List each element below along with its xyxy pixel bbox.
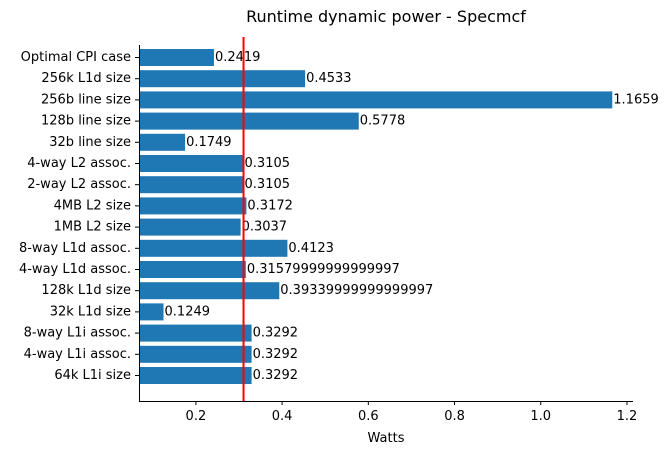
data-label: 0.3292 (253, 368, 298, 383)
data-label: 0.4533 (306, 71, 352, 86)
data-label: 0.3105 (245, 156, 290, 171)
bar (139, 133, 186, 151)
bar (139, 239, 288, 257)
bar (139, 367, 252, 384)
data-labels-group: 0.2419 0.4533 1.1659 0.5778 0.1749 0.3105 0.31… (165, 50, 659, 383)
bar (139, 261, 246, 278)
x-tick-label: 1.2 (617, 409, 638, 424)
data-label: 0.3105 (245, 177, 290, 192)
y-tick-label: 32b line size (49, 135, 131, 150)
y-tick-label: 4MB L2 size (54, 198, 131, 213)
y-tick-label: 256b line size (41, 92, 131, 107)
bar (139, 176, 244, 194)
bar (139, 197, 247, 215)
bar (139, 345, 252, 363)
y-tick-label: 64k L1i size (54, 368, 131, 383)
data-label: 0.1749 (186, 135, 232, 150)
bar (139, 303, 164, 321)
x-tick-label: 0.4 (272, 409, 293, 424)
y-tick-label: 4-way L1d assoc. (19, 262, 131, 277)
bar (139, 218, 241, 236)
bar (139, 324, 252, 342)
data-label: 0.5778 (360, 114, 406, 129)
x-axis-ticks: 0.2 0.4 0.6 0.8 1.0 1.2 (186, 401, 638, 424)
y-tick-label: 128k L1d size (41, 283, 131, 298)
data-label: 1.1659 (613, 92, 659, 107)
data-label: 0.39339999999999997 (280, 283, 433, 298)
bar (139, 70, 306, 88)
bar (139, 91, 613, 109)
data-label: 0.3292 (253, 347, 298, 362)
x-tick-label: 1.0 (530, 409, 551, 424)
y-axis-tick-labels: Optimal CPI case 256k L1d size 256b line s… (19, 50, 139, 383)
y-tick-label: 2-way L2 assoc. (27, 177, 131, 192)
y-tick-label: 4-way L1i assoc. (24, 347, 131, 362)
data-label: 0.2419 (215, 50, 261, 65)
bar (139, 49, 214, 66)
bars-group (139, 49, 613, 384)
y-tick-label: 1MB L2 size (54, 220, 131, 235)
data-label: 0.4123 (288, 241, 334, 256)
y-tick-label: 32k L1d size (50, 304, 131, 319)
y-tick-label: 256k L1d size (41, 71, 131, 86)
y-tick-label: 4-way L2 assoc. (27, 156, 131, 171)
chart-title: Runtime dynamic power - Specmcf (246, 7, 526, 26)
bar (139, 155, 244, 172)
y-tick-label: Optimal CPI case (21, 50, 131, 65)
x-tick-label: 0.8 (444, 409, 465, 424)
data-label: 0.1249 (165, 304, 211, 319)
x-tick-label: 0.6 (358, 409, 379, 424)
data-label: 0.3292 (253, 326, 298, 341)
y-tick-label: 8-way L1i assoc. (24, 326, 131, 341)
data-label: 0.3037 (242, 220, 288, 235)
data-label: 0.3172 (247, 198, 293, 213)
data-label: 0.31579999999999997 (247, 262, 400, 277)
bar (139, 282, 280, 300)
x-axis-label: Watts (368, 431, 405, 446)
y-tick-label: 8-way L1d assoc. (19, 241, 131, 256)
x-tick-label: 0.2 (186, 409, 207, 424)
bar (139, 112, 359, 130)
y-tick-label: 128b line size (41, 114, 131, 129)
